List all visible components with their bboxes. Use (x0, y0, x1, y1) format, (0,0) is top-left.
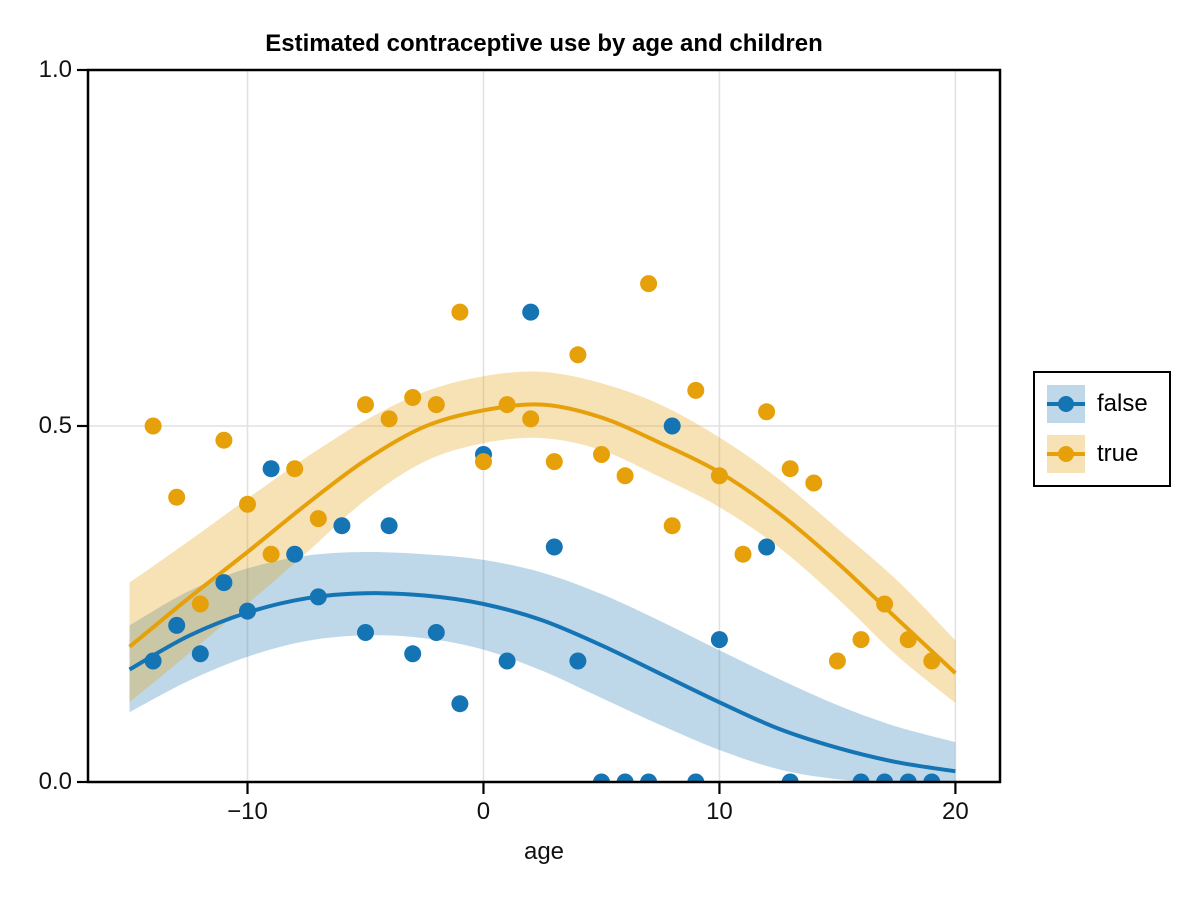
data-point (640, 275, 658, 293)
x-axis-label: age (523, 838, 565, 865)
data-point (404, 389, 422, 406)
data-point (710, 631, 728, 649)
data-point (923, 773, 941, 782)
data-point (876, 773, 894, 782)
fit-line-false (128, 591, 956, 774)
data-point (262, 545, 280, 563)
legend-item-true: true (1047, 435, 1159, 473)
data-point (262, 460, 280, 478)
data-point (923, 652, 941, 670)
data-point (286, 460, 304, 478)
data-point (593, 773, 610, 782)
data-point (239, 602, 256, 620)
chart-title: Estimated contraceptive use by age and c… (265, 30, 823, 57)
data-point (781, 773, 799, 782)
x-tick-label: −10 (227, 798, 268, 825)
data-point (569, 346, 587, 364)
confidence-band-false (129, 551, 956, 782)
confidence-band-true (129, 371, 956, 703)
data-point (215, 431, 233, 449)
data-point (380, 410, 398, 428)
data-point (663, 517, 681, 535)
data-point (663, 417, 681, 435)
data-point (451, 695, 469, 713)
data-point (357, 396, 374, 414)
data-point (475, 453, 492, 471)
data-point (781, 460, 799, 478)
data-point (427, 396, 445, 414)
data-point (545, 453, 563, 471)
data-point (899, 773, 917, 782)
data-point (852, 773, 870, 782)
scatter-false (144, 303, 941, 782)
data-point (852, 631, 870, 649)
data-point (545, 538, 563, 556)
x-tick-label: 10 (706, 798, 733, 825)
data-point (522, 410, 540, 428)
fit-line-true (128, 402, 957, 675)
data-point (522, 303, 540, 321)
data-point (333, 517, 351, 535)
legend-item-false: false (1047, 385, 1159, 423)
legend-label-true: true (1097, 440, 1139, 467)
plot-area (128, 275, 957, 782)
scatter-true (144, 275, 941, 670)
y-tick-label: 0.0 (38, 768, 72, 795)
legend-swatch-true-icon (1047, 435, 1085, 473)
y-tick-label: 1.0 (38, 56, 72, 83)
data-point (239, 495, 256, 513)
legend-swatch-false-icon (1047, 385, 1085, 423)
data-point (710, 467, 728, 485)
y-tick-label: 0.5 (38, 412, 72, 439)
data-point (309, 510, 327, 528)
legend-label-false: false (1097, 390, 1148, 417)
data-point (451, 303, 469, 321)
data-point (805, 474, 823, 492)
data-point (168, 488, 186, 506)
data-point (640, 773, 658, 782)
data-point (569, 652, 587, 670)
axis-ticks (77, 68, 957, 794)
data-point (899, 631, 917, 649)
data-point (404, 645, 422, 663)
legend-dot-true-icon (1058, 446, 1074, 462)
data-point (427, 624, 445, 641)
x-tick-label: 0 (476, 798, 491, 825)
data-point (687, 381, 705, 399)
data-point (876, 595, 894, 613)
legend-dot-false-icon (1058, 396, 1074, 412)
data-point (380, 517, 398, 535)
data-point (616, 773, 634, 782)
x-tick-label: 20 (942, 798, 969, 825)
data-point (498, 396, 516, 414)
data-point (758, 403, 776, 421)
data-point (191, 645, 209, 663)
data-point (215, 574, 233, 592)
data-point (687, 773, 705, 782)
data-point (498, 652, 516, 670)
legend: false true (1033, 371, 1171, 487)
data-point (286, 545, 304, 563)
plot-frame (86, 68, 1002, 784)
data-point (828, 652, 846, 670)
data-point (758, 538, 776, 556)
data-point (191, 595, 209, 613)
data-point (144, 652, 162, 670)
data-point (734, 545, 752, 563)
data-point (616, 467, 634, 485)
data-point (168, 616, 186, 634)
data-point (144, 417, 162, 435)
data-point (593, 446, 610, 463)
data-point (357, 624, 374, 641)
data-point (309, 588, 327, 606)
